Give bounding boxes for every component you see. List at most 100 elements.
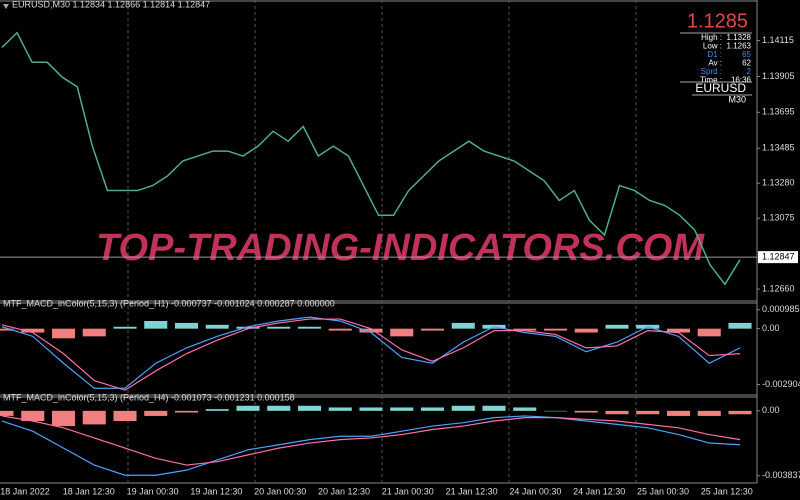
y-tick-label: 1.13905 bbox=[762, 71, 795, 81]
histogram-bar bbox=[697, 328, 721, 337]
histogram-bar bbox=[482, 405, 506, 411]
info-value: 62 bbox=[742, 59, 751, 68]
histogram-bar bbox=[82, 328, 106, 337]
y-tick-label: 0.00 bbox=[762, 323, 780, 333]
header-icon bbox=[3, 4, 9, 9]
current-price-box bbox=[758, 251, 798, 264]
time-label: 20 Jan 00:30 bbox=[254, 486, 306, 496]
info-label: Av : bbox=[708, 59, 722, 68]
info-symbol: EURUSD bbox=[695, 81, 746, 95]
histogram-bar bbox=[574, 328, 598, 333]
histogram-bar bbox=[666, 328, 691, 333]
series-line bbox=[1, 31, 741, 286]
panel-title: MTF_MACD_inColor(5,15,3) (Period_H4) -0.… bbox=[3, 392, 295, 402]
histogram-bar bbox=[451, 405, 475, 411]
time-label: 20 Jan 12:30 bbox=[318, 486, 370, 496]
info-label: High : bbox=[701, 33, 722, 42]
histogram-bar bbox=[543, 410, 568, 412]
panel-title: EURUSD,M30 1.12834 1.12866 1.12814 1.128… bbox=[12, 0, 210, 9]
histogram-bar bbox=[543, 328, 568, 331]
info-label: D1 : bbox=[707, 50, 722, 59]
histogram-bar bbox=[328, 407, 352, 411]
histogram-bar bbox=[51, 328, 76, 339]
histogram-bar bbox=[0, 410, 14, 416]
histogram-bar bbox=[0, 328, 14, 331]
time-label: 19 Jan 00:30 bbox=[127, 486, 179, 496]
series-line bbox=[1, 415, 741, 466]
info-value: 2 bbox=[747, 67, 752, 76]
histogram-bar bbox=[359, 328, 383, 333]
histogram-bar bbox=[205, 409, 229, 411]
histogram-bar bbox=[113, 410, 137, 422]
histogram-bar bbox=[451, 322, 475, 329]
series-line bbox=[1, 318, 741, 391]
histogram-bar bbox=[420, 328, 445, 331]
time-label: 24 Jan 12:30 bbox=[573, 486, 625, 496]
histogram-bar bbox=[728, 410, 752, 415]
info-timeframe: M30 bbox=[728, 94, 746, 104]
y-tick-label: 1.13075 bbox=[762, 213, 795, 223]
histogram-bar bbox=[82, 410, 106, 425]
time-label: 19 Jan 12:30 bbox=[190, 486, 242, 496]
info-value: 1.1328 bbox=[727, 33, 752, 42]
histogram-bar bbox=[605, 410, 629, 415]
time-label: 18 Jan 12:30 bbox=[63, 486, 115, 496]
y-tick-label: 1.13280 bbox=[762, 178, 795, 188]
histogram-bar bbox=[513, 407, 537, 411]
histogram-bar bbox=[574, 410, 598, 413]
histogram-bar bbox=[21, 410, 45, 422]
series-line bbox=[1, 415, 741, 476]
histogram-bar bbox=[51, 410, 76, 427]
histogram-bar bbox=[390, 407, 414, 411]
histogram-bar bbox=[390, 328, 414, 337]
histogram-bar bbox=[144, 320, 168, 329]
y-tick-label: 0.000985 bbox=[762, 304, 800, 314]
y-tick-label: 1.14115 bbox=[762, 35, 794, 45]
vertical-grid bbox=[127, 0, 637, 483]
info-value: 65 bbox=[742, 50, 751, 59]
histogram-bar bbox=[420, 407, 445, 411]
y-tick-label: 1.13695 bbox=[762, 107, 795, 117]
histogram-bar bbox=[174, 410, 199, 413]
y-tick-label: -0.002904 bbox=[762, 379, 800, 389]
histogram-bar bbox=[267, 326, 291, 329]
y-tick-label: 1.13485 bbox=[762, 143, 795, 153]
watermark: TOP-TRADING-INDICATORS.COM bbox=[96, 227, 705, 269]
histogram-bar bbox=[113, 326, 137, 329]
histogram-bar bbox=[144, 410, 168, 416]
histogram-bar bbox=[236, 326, 260, 329]
histogram-bar bbox=[297, 326, 322, 329]
histogram-bar bbox=[359, 407, 383, 411]
info-label: Sprd : bbox=[701, 67, 722, 76]
info-value: 16:36 bbox=[731, 76, 752, 85]
histogram-bar bbox=[174, 322, 199, 329]
histogram-bar bbox=[205, 324, 229, 329]
histogram-bar bbox=[728, 322, 752, 329]
histogram-bar bbox=[267, 405, 291, 411]
time-label: 25 Jan 00:30 bbox=[637, 486, 689, 496]
info-label: Low : bbox=[703, 42, 722, 51]
series-line bbox=[1, 316, 741, 389]
histogram-bar bbox=[513, 328, 537, 331]
current-price-label: 1.12847 bbox=[762, 252, 795, 262]
info-price: 1.1285 bbox=[687, 10, 748, 32]
info-value: 1.1263 bbox=[727, 42, 752, 51]
panel-title: MTF_MACD_inColor(5,15,3) (Period_H1) -0.… bbox=[3, 298, 335, 308]
histogram-bar bbox=[666, 410, 691, 416]
histogram-bar bbox=[21, 328, 45, 333]
histogram-bar bbox=[697, 410, 721, 416]
histogram-bar bbox=[236, 405, 260, 411]
histogram-bar bbox=[636, 410, 660, 415]
time-label: 21 Jan 00:30 bbox=[382, 486, 434, 496]
y-tick-label: 1.12660 bbox=[762, 283, 795, 293]
histogram-bar bbox=[328, 328, 352, 331]
time-label: 25 Jan 12:30 bbox=[701, 486, 753, 496]
time-label: 24 Jan 00:30 bbox=[509, 486, 561, 496]
time-label: 18 Jan 2022 bbox=[0, 486, 50, 496]
y-tick-label: -0.003837 bbox=[762, 470, 800, 480]
info-label: Time : bbox=[700, 76, 722, 85]
y-tick-label: 0.00 bbox=[762, 405, 780, 415]
histogram-bar bbox=[297, 405, 322, 411]
histogram-bar bbox=[605, 324, 629, 329]
